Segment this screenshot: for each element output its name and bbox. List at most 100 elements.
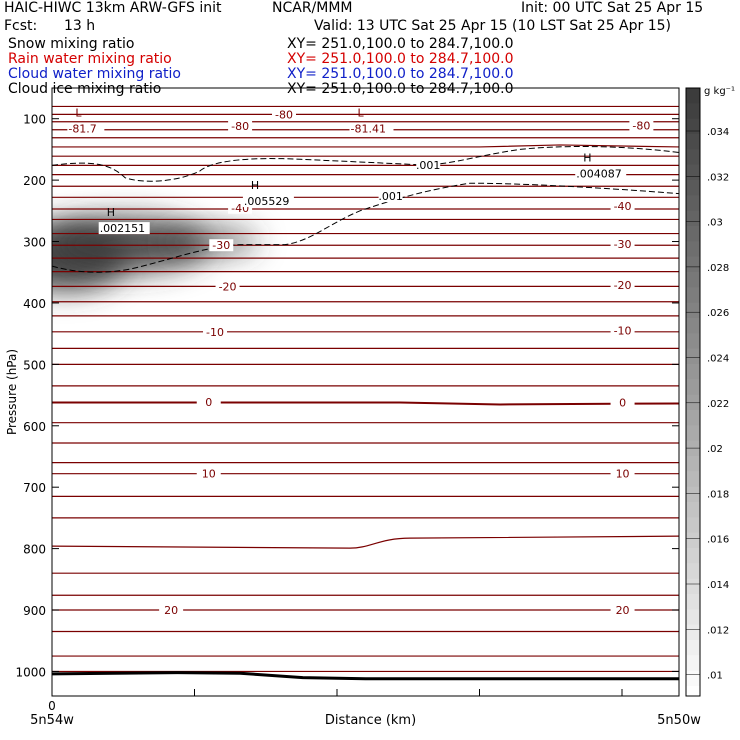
- colorbar-segment: [686, 624, 700, 642]
- colorbar-segment: [686, 287, 700, 304]
- extremum-value-bg: [575, 167, 627, 180]
- colorbar-segment: [686, 502, 700, 519]
- y-tick-label: 500: [23, 358, 46, 372]
- colorbar-segment: [686, 670, 700, 688]
- colorbar-segment: [686, 348, 700, 366]
- extremum-value-bg: [67, 122, 105, 135]
- colorbar-unit: g kg⁻¹: [704, 86, 735, 97]
- field-name-cloud-ice: Cloud ice mixing ratio: [8, 81, 162, 97]
- x-start-label: 5n54w: [30, 713, 74, 728]
- temperature-label-bg: [196, 395, 221, 408]
- temperature-label: -80: [632, 119, 650, 132]
- temperature-label: -40: [614, 200, 632, 213]
- temperature-label: -20: [219, 280, 237, 293]
- field-name-snow: Snow mixing ratio: [8, 36, 135, 52]
- temperature-label: 20: [164, 604, 178, 617]
- temperature-label: -80: [275, 108, 293, 121]
- extremum-value: -81.41: [351, 123, 386, 136]
- temperature-label-bg: [271, 108, 296, 121]
- temperature-label-bg: [610, 237, 635, 250]
- field-xy-cloud-water: XY= 251.0,100.0 to 284.7,100.0: [287, 66, 514, 82]
- colorbar-segment: [686, 333, 700, 350]
- colorbar-segment: [686, 594, 700, 611]
- extremum-value-bg: [98, 222, 150, 235]
- colorbar-segment: [686, 486, 700, 504]
- surface-line: [52, 671, 679, 681]
- colorbar-segment: [686, 302, 700, 320]
- colorbar-segment: [686, 318, 700, 335]
- temperature-label-bg: [610, 279, 635, 292]
- temperature-label-bg: [196, 467, 221, 480]
- colorbar-segment: [686, 88, 700, 105]
- colorbar-segment: [686, 272, 700, 289]
- temperature-label-bg: [209, 239, 234, 252]
- colorbar-tick-label: .01: [707, 671, 723, 682]
- colorbar-segment: [686, 517, 700, 534]
- shading-blob-2: [158, 226, 259, 257]
- field-name-cloud-water: Cloud water mixing ratio: [8, 66, 181, 82]
- colorbar-tick-label: .016: [707, 535, 729, 546]
- temperature-label-bg: [610, 324, 635, 337]
- y-tick-label: 1000: [15, 665, 46, 679]
- temperature-label: 10: [616, 468, 630, 481]
- temperature-label: -10: [614, 325, 632, 338]
- colorbar-tick-label: .03: [707, 218, 723, 229]
- colorbar-segment: [686, 425, 700, 442]
- colorbar-tick-label: .012: [707, 625, 729, 636]
- isotherm-line-31: [52, 535, 679, 549]
- colorbar-segment: [686, 379, 700, 396]
- temperature-label-bg: [629, 119, 654, 132]
- plot-frame: [51, 87, 680, 697]
- field-name-rain: Rain water mixing ratio: [8, 51, 172, 67]
- field-xy-cloud-ice: XY= 251.0,100.0 to 284.7,100.0: [287, 81, 514, 97]
- temperature-label-bg: [610, 604, 635, 617]
- y-tick-label: 900: [23, 604, 46, 618]
- y-tick-label: 100: [23, 113, 46, 127]
- temperature-label-bg: [610, 396, 635, 409]
- header-init: Init: 00 UTC Sat 25 Apr 15: [521, 0, 704, 16]
- colorbar-segment: [686, 226, 700, 243]
- y-tick-label: 300: [23, 236, 46, 250]
- temperature-label: -10: [206, 326, 224, 339]
- field-xy-snow: XY= 251.0,100.0 to 284.7,100.0: [287, 36, 514, 52]
- colorbar-segment: [686, 118, 700, 136]
- ice-contour-label: .001: [416, 159, 441, 172]
- header-title: HAIC-HIWC 13km ARW-GFS init: [4, 0, 222, 16]
- temperature-label-bg: [203, 325, 228, 338]
- ice-contour-label: .001: [378, 190, 403, 203]
- temperature-label: -30: [614, 238, 632, 251]
- y-tick-label: 800: [23, 543, 46, 557]
- temperature-label: 20: [616, 604, 630, 617]
- colorbar-segment: [686, 256, 700, 274]
- y-tick-label: 600: [23, 420, 46, 434]
- colorbar-segment: [686, 134, 700, 151]
- colorbar-tick-label: .024: [707, 354, 729, 365]
- extremum-mark: H: [251, 179, 259, 192]
- colorbar-segment: [686, 103, 700, 120]
- header-fcst-label: Fcst:: [4, 18, 38, 34]
- ice-label-bg: [378, 190, 403, 203]
- temperature-label-bg: [228, 120, 253, 133]
- temperature-label: 0: [619, 396, 626, 409]
- extremum-value-bg: [349, 122, 394, 135]
- isotherm-line-5: [52, 144, 679, 148]
- colorbar-segment: [686, 655, 700, 672]
- temperature-label-bg: [215, 280, 240, 293]
- colorbar-segment: [686, 180, 700, 197]
- colorbar-segment: [686, 440, 700, 458]
- temperature-label-bg: [610, 199, 635, 212]
- extremum-mark: L: [358, 107, 365, 120]
- colorbar-segment: [686, 210, 700, 228]
- colorbar-segment: [686, 410, 700, 427]
- colorbar-tick-label: .034: [707, 127, 729, 138]
- y-tick-label: 400: [23, 297, 46, 311]
- ice-label-bg: [416, 158, 441, 171]
- colorbar-tick-label: .032: [707, 172, 729, 183]
- temperature-label: 0: [205, 396, 212, 409]
- ice-contour-dashed-lower: [52, 182, 679, 273]
- temperature-label: -80: [231, 120, 249, 133]
- y-tick-label: 700: [23, 481, 46, 495]
- header-org: NCAR/MMM: [272, 0, 353, 16]
- extremum-mark: H: [583, 151, 591, 164]
- temperature-label: 10: [202, 468, 216, 481]
